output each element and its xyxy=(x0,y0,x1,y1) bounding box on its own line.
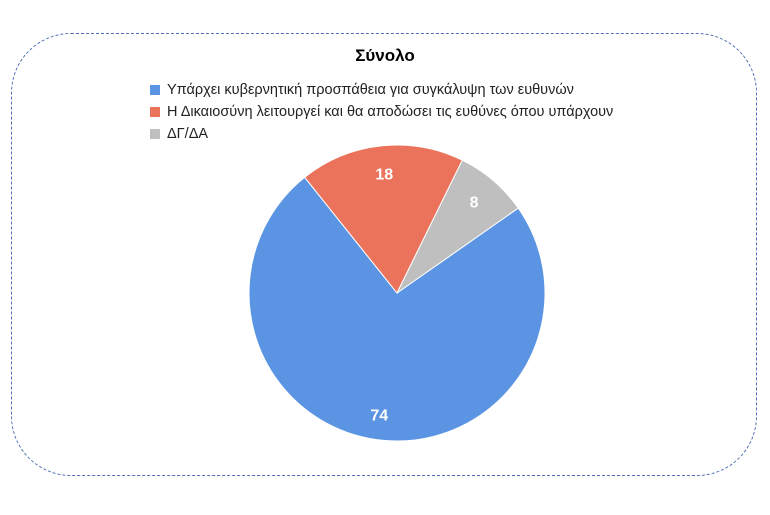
legend-item: Υπάρχει κυβερνητική προσπάθεια για συγκά… xyxy=(150,79,613,101)
slice-value-label: 74 xyxy=(370,407,388,424)
pie-slice xyxy=(303,144,464,294)
legend-item: ΔΓ/ΔΑ xyxy=(150,123,613,145)
legend-label: Υπάρχει κυβερνητική προσπάθεια για συγκά… xyxy=(167,82,574,98)
legend-swatch xyxy=(150,85,160,95)
pie-slice xyxy=(248,176,546,442)
legend-item: Η Δικαιοσύνη λειτουργεί και θα αποδώσει … xyxy=(150,101,613,123)
slice-value-label: 8 xyxy=(470,194,479,211)
pie-slice xyxy=(396,159,519,294)
legend-label: Η Δικαιοσύνη λειτουργεί και θα αποδώσει … xyxy=(167,104,614,120)
slice-value-label: 18 xyxy=(375,167,393,184)
legend: Υπάρχει κυβερνητική προσπάθεια για συγκά… xyxy=(150,79,613,145)
legend-swatch xyxy=(150,129,160,139)
legend-swatch xyxy=(150,107,160,117)
legend-label: ΔΓ/ΔΑ xyxy=(167,126,209,142)
chart-title: Σύνολο xyxy=(355,46,415,65)
